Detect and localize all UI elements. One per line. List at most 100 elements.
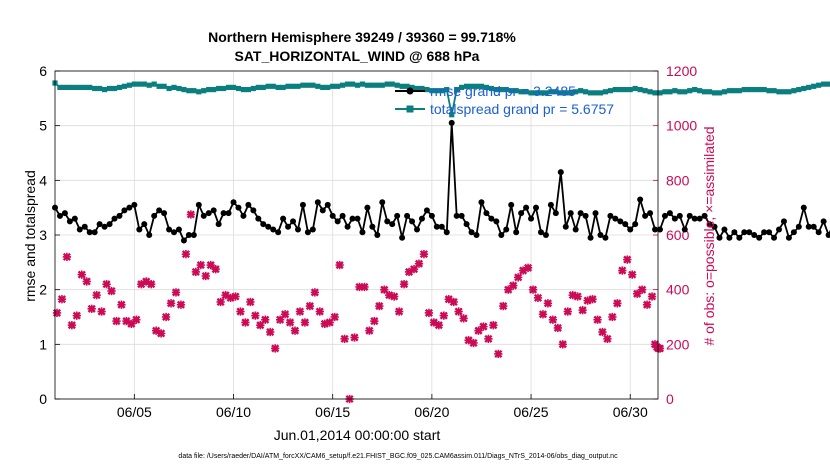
rmse-point	[825, 232, 830, 238]
rmse-point	[711, 223, 718, 230]
totalspread-point	[300, 82, 306, 88]
totalspread-point	[201, 88, 207, 94]
rmse-point	[448, 119, 455, 126]
obs-assimilated-point	[588, 295, 597, 304]
totalspread-point	[255, 84, 261, 90]
obs-assimilated-point	[655, 344, 665, 353]
totalspread-point	[146, 82, 152, 88]
obs-assimilated-point	[211, 265, 220, 274]
totalspread-point	[156, 83, 162, 89]
y-right-tick-label: 400	[666, 282, 690, 298]
legend-spread-label: totalspread grand pr = 5.6757	[430, 101, 614, 117]
y-right-tick-label: 1000	[666, 118, 697, 134]
rmse-point	[533, 204, 540, 211]
obs-assimilated-point	[92, 290, 101, 300]
totalspread-point	[389, 81, 395, 87]
totalspread-point	[181, 86, 187, 93]
rmse-point	[225, 210, 232, 217]
obs-assimilated-point	[608, 312, 617, 322]
rmse-point	[230, 199, 237, 206]
plot-area	[52, 80, 830, 404]
totalspread-point	[270, 83, 276, 89]
rmse-point	[344, 223, 351, 230]
totalspread-point	[176, 85, 182, 92]
rmse-point	[116, 212, 123, 219]
x-tick-label: 06/10	[216, 404, 251, 420]
totalspread-point	[503, 86, 509, 93]
rmse-point	[220, 210, 227, 217]
totalspread-point	[171, 84, 177, 90]
obs-assimilated-point	[57, 295, 67, 304]
obs-assimilated-point	[271, 344, 280, 353]
rmse-point	[56, 212, 63, 219]
rmse-point	[513, 229, 520, 236]
obs-assimilated-point	[166, 299, 176, 308]
rmse-point	[701, 212, 708, 219]
rmse-point	[528, 215, 535, 222]
totalspread-point	[513, 88, 519, 94]
totalspread-point	[161, 83, 167, 89]
rmse-point	[151, 212, 158, 219]
totalspread-point	[82, 84, 88, 90]
obs-assimilated-point	[375, 301, 384, 311]
rmse-point	[255, 215, 262, 222]
totalspread-point	[597, 90, 604, 96]
totalspread-point	[454, 86, 460, 93]
rmse-point	[285, 223, 292, 230]
obs-assimilated-point	[439, 311, 448, 320]
obs-assimilated-point	[117, 300, 126, 309]
obs-assimilated-point	[67, 321, 77, 330]
totalspread-point	[677, 89, 683, 95]
obs-assimilated-point	[295, 307, 305, 316]
totalspread-point	[191, 88, 197, 94]
rmse-point	[374, 232, 381, 238]
y-tick-label: 2	[39, 282, 47, 298]
obs-assimilated-point	[216, 297, 225, 307]
obs-assimilated-point	[533, 293, 543, 303]
rmse-point	[409, 218, 416, 225]
rmse-point	[592, 210, 599, 217]
obs-assimilated-point	[618, 266, 627, 275]
rmse-point	[200, 212, 207, 219]
obs-assimilated-point	[642, 300, 652, 309]
totalspread-point	[87, 84, 93, 90]
totalspread-point	[196, 89, 202, 95]
obs-assimilated-point	[528, 285, 538, 294]
rmse-point	[334, 218, 341, 225]
totalspread-point	[211, 86, 217, 93]
obs-assimilated-point	[201, 271, 210, 281]
obs-assimilated-point	[484, 334, 493, 344]
totalspread-point	[245, 86, 251, 93]
rmse-point	[359, 229, 366, 236]
rmse-point	[265, 223, 272, 230]
totalspread-point	[558, 90, 564, 96]
totalspread-point	[151, 81, 157, 87]
totalspread-point	[637, 86, 643, 93]
rmse-point	[627, 226, 634, 233]
totalspread-point	[478, 83, 485, 89]
totalspread-point	[414, 85, 420, 92]
legend-rmse-marker	[406, 87, 414, 95]
rmse-point	[731, 229, 738, 236]
obs-assimilated-point	[563, 307, 572, 316]
obs-assimilated-point	[558, 340, 567, 349]
rmse-point	[547, 201, 554, 208]
rmse-point	[185, 232, 192, 238]
obs-assimilated-point	[102, 280, 111, 289]
rmse-point	[736, 234, 743, 241]
obs-assimilated-point	[147, 280, 156, 289]
obs-assimilated-point	[623, 255, 632, 264]
y-tick-label: 6	[39, 63, 47, 79]
totalspread-point	[325, 84, 331, 90]
totalspread-point	[587, 90, 594, 96]
totalspread-point	[290, 83, 296, 89]
rmse-point	[587, 234, 594, 241]
totalspread-point	[538, 90, 544, 96]
totalspread-point	[652, 90, 658, 96]
totalspread-point	[97, 85, 103, 92]
rmse-point	[647, 210, 654, 217]
rmse-point	[81, 223, 88, 230]
rmse-point	[800, 204, 807, 211]
rmse-point	[101, 223, 108, 230]
